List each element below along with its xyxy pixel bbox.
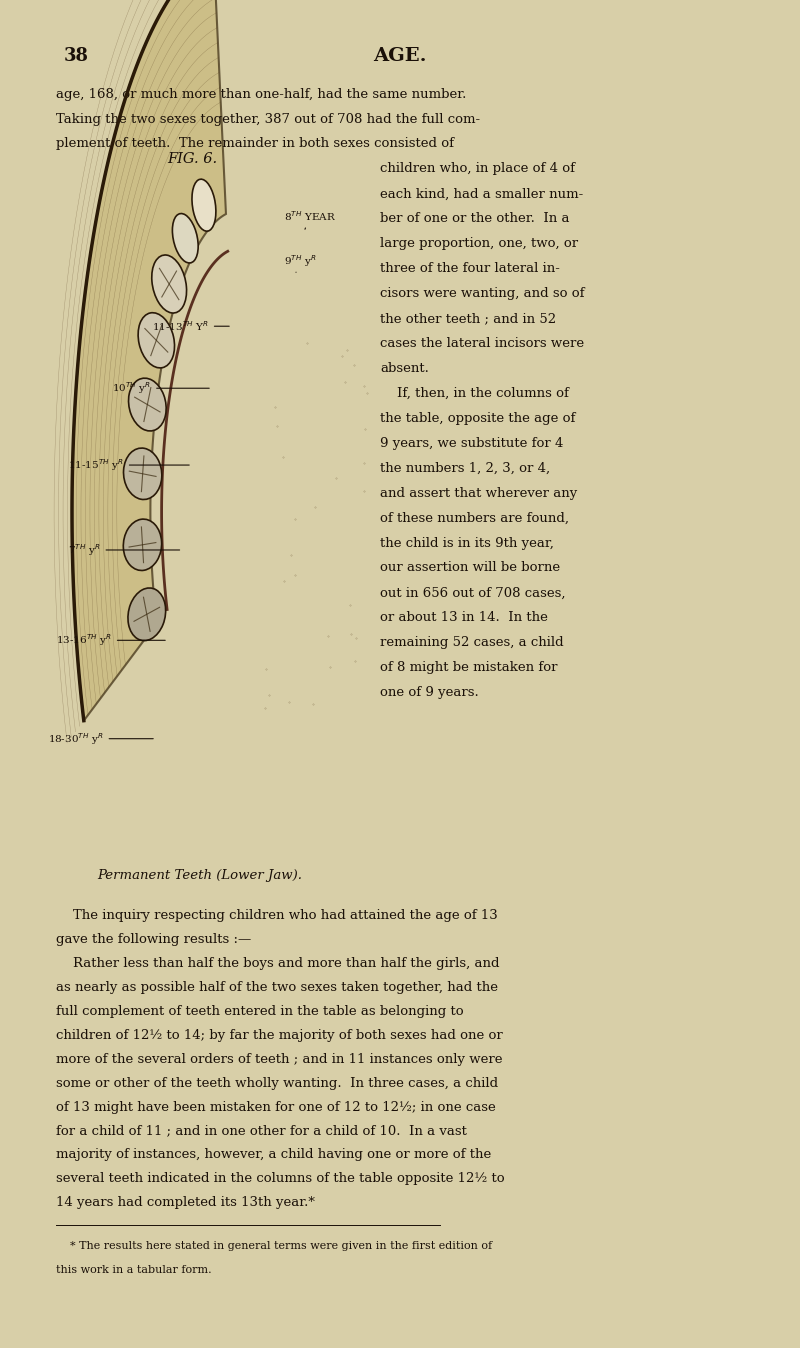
Ellipse shape [138, 313, 174, 368]
Text: some or other of the teeth wholly wanting.  In three cases, a child: some or other of the teeth wholly wantin… [56, 1077, 498, 1089]
Text: out in 656 out of 708 cases,: out in 656 out of 708 cases, [380, 586, 566, 600]
Ellipse shape [152, 255, 186, 313]
Text: If, then, in the columns of: If, then, in the columns of [380, 387, 569, 400]
Text: 11-13$^{TH}$ Y$^R$: 11-13$^{TH}$ Y$^R$ [152, 319, 230, 333]
Text: 10$^{TH}$ y$^R$: 10$^{TH}$ y$^R$ [112, 380, 210, 396]
Ellipse shape [128, 588, 166, 640]
Text: one of 9 years.: one of 9 years. [380, 686, 478, 700]
Text: the table, opposite the age of: the table, opposite the age of [380, 411, 575, 425]
Text: full complement of teeth entered in the table as belonging to: full complement of teeth entered in the … [56, 1004, 464, 1018]
Text: 18-30$^{TH}$ y$^R$: 18-30$^{TH}$ y$^R$ [48, 731, 154, 747]
Text: several teeth indicated in the columns of the table opposite 12½ to: several teeth indicated in the columns o… [56, 1173, 505, 1185]
Text: cisors were wanting, and so of: cisors were wanting, and so of [380, 287, 585, 301]
Ellipse shape [129, 379, 166, 431]
Text: 14 years had completed its 13th year.*: 14 years had completed its 13th year.* [56, 1197, 315, 1209]
Text: 13-16$^{TH}$ y$^R$: 13-16$^{TH}$ y$^R$ [56, 632, 166, 648]
Text: 8$^{TH}$ YEAR: 8$^{TH}$ YEAR [284, 209, 336, 229]
Text: cases the lateral incisors were: cases the lateral incisors were [380, 337, 584, 350]
Text: and assert that wherever any: and assert that wherever any [380, 487, 578, 500]
Text: plement of teeth.  The remainder in both sexes consisted of: plement of teeth. The remainder in both … [56, 137, 454, 151]
Text: 7$^{TH}$ y$^R$: 7$^{TH}$ y$^R$ [68, 542, 180, 558]
Ellipse shape [172, 213, 198, 263]
Text: children of 12½ to 14; by far the majority of both sexes had one or: children of 12½ to 14; by far the majori… [56, 1029, 502, 1042]
Ellipse shape [192, 179, 216, 232]
Ellipse shape [123, 448, 162, 500]
Text: Taking the two sexes together, 387 out of 708 had the full com-: Taking the two sexes together, 387 out o… [56, 112, 480, 125]
Text: large proportion, one, two, or: large proportion, one, two, or [380, 237, 578, 251]
Text: Permanent Teeth (Lower Jaw).: Permanent Teeth (Lower Jaw). [98, 869, 302, 883]
Text: AGE.: AGE. [374, 47, 426, 65]
Text: gave the following results :—: gave the following results :— [56, 933, 251, 945]
Text: remaining 52 cases, a child: remaining 52 cases, a child [380, 636, 564, 650]
Text: FIG. 6.: FIG. 6. [167, 151, 217, 166]
Text: absent.: absent. [380, 361, 429, 375]
Text: our assertion will be borne: our assertion will be borne [380, 561, 560, 574]
Text: of 8 might be mistaken for: of 8 might be mistaken for [380, 661, 558, 674]
Text: 11-15$^{TH}$ y$^R$: 11-15$^{TH}$ y$^R$ [68, 457, 190, 473]
Text: as nearly as possible half of the two sexes taken together, had the: as nearly as possible half of the two se… [56, 980, 498, 993]
Text: of these numbers are found,: of these numbers are found, [380, 511, 569, 524]
Text: the child is in its 9th year,: the child is in its 9th year, [380, 537, 554, 550]
Text: 9 years, we substitute for 4: 9 years, we substitute for 4 [380, 437, 563, 450]
Text: the numbers 1, 2, 3, or 4,: the numbers 1, 2, 3, or 4, [380, 461, 550, 474]
Text: three of the four lateral in-: three of the four lateral in- [380, 262, 560, 275]
Text: * The results here stated in general terms were given in the first edition of: * The results here stated in general ter… [56, 1240, 492, 1251]
Text: children who, in place of 4 of: children who, in place of 4 of [380, 162, 575, 175]
Text: each kind, had a smaller num-: each kind, had a smaller num- [380, 187, 583, 201]
Text: Rather less than half the boys and more than half the girls, and: Rather less than half the boys and more … [56, 957, 499, 969]
Text: The inquiry respecting children who had attained the age of 13: The inquiry respecting children who had … [56, 909, 498, 922]
Text: for a child of 11 ; and in one other for a child of 10.  In a vast: for a child of 11 ; and in one other for… [56, 1124, 467, 1138]
Ellipse shape [123, 519, 162, 570]
Text: age, 168, or much more than one-half, had the same number.: age, 168, or much more than one-half, ha… [56, 88, 466, 101]
Text: the other teeth ; and in 52: the other teeth ; and in 52 [380, 311, 556, 325]
Text: majority of instances, however, a child having one or more of the: majority of instances, however, a child … [56, 1148, 491, 1162]
Text: ber of one or the other.  In a: ber of one or the other. In a [380, 212, 570, 225]
Text: 38: 38 [64, 47, 89, 65]
Text: this work in a tabular form.: this work in a tabular form. [56, 1264, 212, 1275]
Text: of 13 might have been mistaken for one of 12 to 12½; in one case: of 13 might have been mistaken for one o… [56, 1100, 496, 1113]
Text: 9$^{TH}$ y$^R$: 9$^{TH}$ y$^R$ [284, 253, 317, 272]
Text: more of the several orders of teeth ; and in 11 instances only were: more of the several orders of teeth ; an… [56, 1053, 502, 1065]
Text: or about 13 in 14.  In the: or about 13 in 14. In the [380, 611, 548, 624]
Polygon shape [72, 0, 226, 721]
